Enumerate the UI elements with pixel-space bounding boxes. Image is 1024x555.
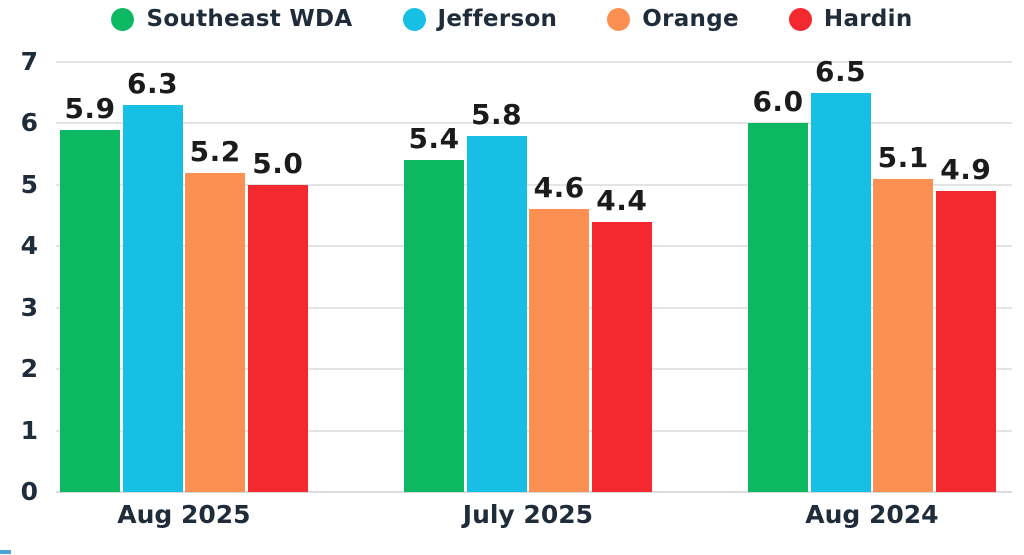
- bar-value-label-orange-aug-2025: 5.2: [189, 134, 241, 168]
- legend: Southeast WDA Jefferson Orange Hardin: [0, 6, 1024, 32]
- y-axis-tick-label-2: 2: [20, 354, 38, 384]
- legend-color-dot-southeast-wda: [111, 7, 135, 31]
- y-axis-tick-label-1: 1: [20, 415, 38, 445]
- bar-value-label-jefferson-aug-2025: 6.3: [127, 67, 179, 100]
- legend-item-hardin: Hardin: [788, 6, 913, 32]
- bar-value-label-southeast-wda-aug-2025: 5.9: [64, 91, 116, 125]
- bar-value-label-orange-aug-2024: 5.1: [877, 140, 929, 174]
- legend-label-hardin: Hardin: [823, 6, 913, 32]
- bar-orange-aug-2025: [185, 172, 246, 492]
- y-axis-tick-label-0: 0: [20, 477, 38, 506]
- legend-color-dot-hardin: [788, 7, 812, 31]
- y-axis-tick-label-6: 6: [20, 108, 38, 138]
- bar-value-label-hardin-july-2025: 4.4: [596, 183, 648, 217]
- y-axis-tick-label-7: 7: [20, 47, 38, 76]
- x-axis-category-label-july-2025: July 2025: [462, 500, 594, 529]
- bar-value-label-hardin-aug-2024: 4.9: [940, 153, 992, 186]
- bar-value-label-jefferson-aug-2024: 6.5: [815, 54, 867, 88]
- legend-label-jefferson: Jefferson: [437, 6, 558, 32]
- corner-artifact: [0, 550, 11, 554]
- gridline-y6: [56, 122, 1012, 125]
- bar-orange-aug-2024: [873, 178, 934, 492]
- gridline-y7: [56, 61, 1012, 63]
- y-axis-tick-label-5: 5: [20, 169, 38, 199]
- x-axis-category-label-aug-2024: Aug 2024: [805, 500, 939, 529]
- gridline-y0: [56, 491, 1012, 493]
- bar-jefferson-july-2025: [466, 135, 527, 492]
- legend-label-southeast-wda: Southeast WDA: [146, 6, 353, 32]
- bar-jefferson-aug-2024: [810, 92, 871, 492]
- bar-southeast-wda-aug-2024: [748, 123, 808, 492]
- bar-hardin-july-2025: [591, 221, 652, 492]
- bar-value-label-southeast-wda-july-2025: 5.4: [408, 122, 460, 156]
- legend-color-dot-jefferson: [402, 7, 426, 31]
- legend-color-dot-orange: [607, 7, 631, 31]
- x-axis-category-label-aug-2025: Aug 2025: [117, 500, 251, 529]
- gridline-y5: [56, 183, 1012, 186]
- y-axis-tick-label-4: 4: [20, 231, 38, 261]
- legend-item-jefferson: Jefferson: [402, 6, 558, 32]
- bar-hardin-aug-2024: [935, 191, 996, 492]
- bar-value-label-hardin-aug-2025: 5.0: [252, 146, 304, 180]
- bar-southeast-wda-july-2025: [404, 160, 464, 492]
- legend-label-orange: Orange: [642, 6, 739, 32]
- bar-value-label-jefferson-july-2025: 5.8: [471, 97, 523, 131]
- bar-orange-july-2025: [529, 209, 590, 492]
- y-axis-tick-label-3: 3: [20, 292, 38, 322]
- legend-item-southeast-wda: Southeast WDA: [111, 6, 352, 32]
- legend-item-orange: Orange: [607, 6, 739, 32]
- bar-southeast-wda-aug-2025: [60, 129, 120, 492]
- bar-value-label-orange-july-2025: 4.6: [533, 171, 585, 205]
- bar-jefferson-aug-2025: [122, 105, 183, 492]
- bar-value-label-southeast-wda-aug-2024: 6.0: [752, 85, 804, 119]
- bar-hardin-aug-2025: [247, 184, 308, 492]
